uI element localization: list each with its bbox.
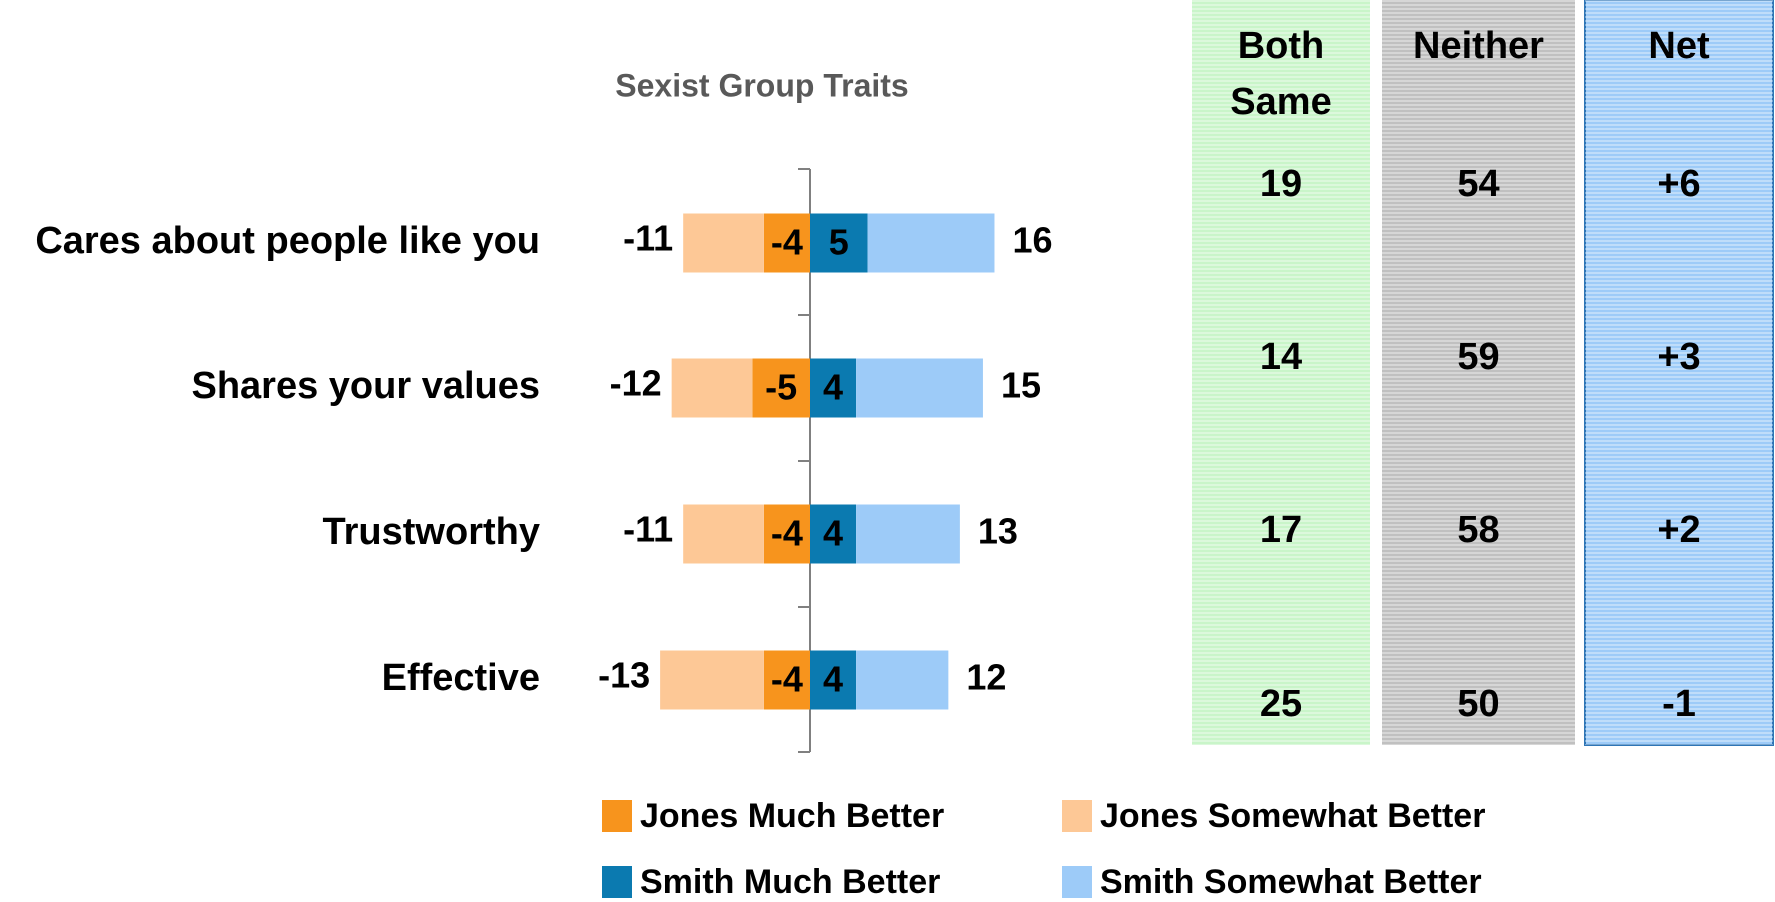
bar: [671, 358, 753, 418]
column-stripes: [1382, 0, 1575, 745]
bar: [683, 213, 764, 273]
table-value: 19: [1260, 163, 1302, 205]
column-stripes: [1585, 0, 1773, 745]
legend-label: Smith Much Better: [640, 863, 940, 901]
column-header: Net: [1648, 25, 1710, 67]
axis-ticks: [798, 168, 810, 753]
table-value: +6: [1657, 163, 1700, 205]
table-value: +3: [1657, 336, 1700, 378]
total-label: -11: [623, 218, 673, 259]
category-label: Trustworthy: [323, 511, 540, 553]
bar-label: 4: [823, 513, 843, 554]
table-value: 14: [1260, 336, 1302, 378]
bar-label: -4: [771, 659, 803, 700]
total-label: -13: [598, 655, 650, 696]
bar-label: 4: [823, 367, 843, 408]
total-label: 15: [1001, 365, 1041, 406]
chart-title: Sexist Group Traits: [615, 67, 908, 103]
bar-label: -4: [771, 513, 803, 554]
legend-swatch: [602, 866, 632, 898]
table-value: 59: [1457, 336, 1499, 378]
total-label: 16: [1012, 220, 1052, 261]
table-value: 50: [1457, 683, 1499, 725]
bar: [752, 358, 810, 418]
total-label: 13: [978, 511, 1018, 552]
table-value: -1: [1662, 683, 1696, 725]
total-label: -12: [610, 363, 662, 404]
bar: [660, 650, 764, 710]
bar: [856, 504, 960, 564]
total-label: -11: [623, 509, 673, 550]
table-value: 58: [1457, 509, 1499, 551]
legend-label: Jones Much Better: [640, 797, 944, 835]
category-label: Cares about people like you: [35, 220, 540, 262]
bar: [810, 650, 857, 710]
legend-swatch: [1062, 866, 1092, 898]
bar: [867, 213, 995, 273]
table-value: +2: [1657, 509, 1700, 551]
bar: [763, 504, 810, 564]
bar-label: 5: [829, 222, 849, 263]
bar-label: 4: [823, 659, 843, 700]
bar: [810, 504, 857, 564]
bar: [856, 358, 983, 418]
column-header: Both Same: [1230, 25, 1332, 123]
column-stripes: [1192, 0, 1370, 745]
table-value: 25: [1260, 683, 1302, 725]
legend-swatch: [1062, 800, 1092, 832]
legend-label: Smith Somewhat Better: [1100, 863, 1482, 901]
bar: [763, 213, 810, 273]
category-label: Effective: [382, 657, 540, 699]
bar: [763, 650, 810, 710]
total-label: 12: [966, 657, 1006, 698]
legend-swatch: [602, 800, 632, 832]
bar: [810, 358, 857, 418]
bar: [683, 504, 764, 564]
bar-label: -5: [765, 367, 797, 408]
bar: [810, 213, 868, 273]
table-value: 54: [1457, 163, 1499, 205]
column-header: Neither: [1413, 25, 1544, 67]
legend-label: Jones Somewhat Better: [1100, 797, 1485, 835]
table-value: 17: [1260, 509, 1302, 551]
category-label: Shares your values: [191, 365, 540, 407]
bar-label: -4: [771, 222, 803, 263]
bar: [856, 650, 949, 710]
